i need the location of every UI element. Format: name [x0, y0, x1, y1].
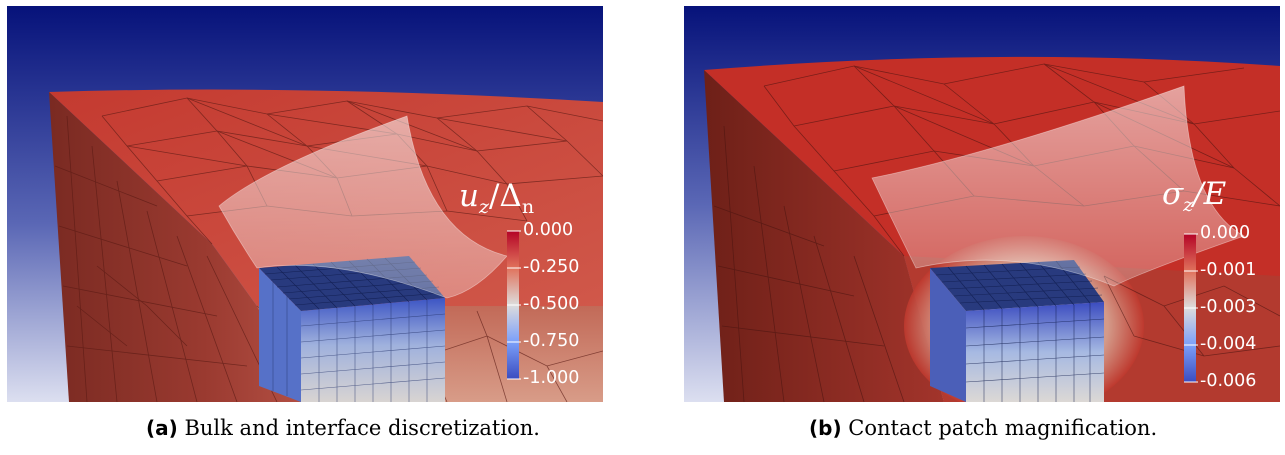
front-face	[49, 92, 307, 402]
render-panel-a	[7, 6, 603, 402]
colorbar-b-label-0: 0.000	[1200, 223, 1251, 243]
colorbar-a-label-1: -0.250	[523, 257, 580, 277]
colorbar-a-label-2: -0.500	[523, 294, 580, 314]
caption-b-text: Contact patch magnification.	[848, 416, 1158, 440]
colorbar-b-ticks	[1184, 233, 1198, 383]
caption-a-tag: (a)	[146, 416, 178, 440]
colorbar-a-label-0: 0.000	[523, 220, 574, 240]
caption-b: (b) Contact patch magnification.	[809, 416, 1157, 440]
front-face	[704, 70, 944, 402]
colorbar-b-title: σz/E	[1162, 176, 1227, 217]
colorbar-b-label-3: -0.004	[1200, 334, 1257, 354]
interface-sheet	[218, 115, 508, 299]
figure-panel-b: σz/E 0.000 -0.001 -0.003 -0.004 -0.006	[684, 6, 1280, 402]
colorbar-a-label-3: -0.750	[523, 331, 580, 351]
colorbar-a-ticks	[507, 230, 521, 380]
caption-a-text: Bulk and interface discretization.	[184, 416, 540, 440]
colorbar-b-label-4: -0.006	[1200, 371, 1257, 391]
cube-indenter	[930, 260, 1105, 402]
colorbar-a-title: uz/Δn	[459, 178, 535, 219]
caption-a: (a) Bulk and interface discretization.	[146, 416, 540, 440]
colorbar-a-label-4: -1.000	[523, 368, 580, 388]
caption-b-tag: (b)	[809, 416, 842, 440]
colorbar-b-label-1: -0.001	[1200, 260, 1257, 280]
colorbar-b-label-2: -0.003	[1200, 297, 1257, 317]
render-panel-b	[684, 6, 1280, 402]
figure-panel-a: uz/Δn 0.000 -0.250 -0.500 -0.750 -1.000	[7, 6, 603, 402]
interface-sheet	[871, 85, 1245, 287]
